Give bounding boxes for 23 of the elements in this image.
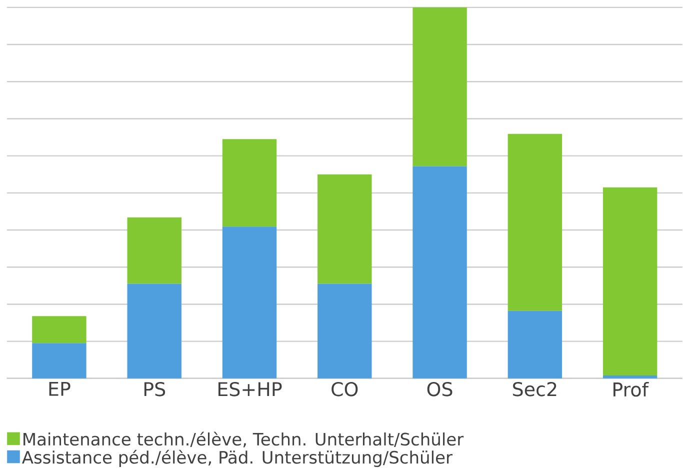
bar [32,316,86,344]
x-tick-label: ES+HP [218,382,282,396]
bar [222,139,277,227]
bar [412,166,467,378]
bar [508,134,562,311]
bar [32,343,86,378]
bar [602,375,658,378]
bar [318,284,372,378]
bar [602,187,658,376]
x-tick-label: Prof [614,382,649,397]
bar [508,310,562,378]
x-tick-label: CO [332,382,358,396]
legend-label: Maintenance techn./élève, Techn. Unterhalt/Schüler [24,432,464,448]
bar [222,226,277,378]
bar [127,284,182,378]
bar [412,7,467,166]
bar [127,217,182,284]
legend-label: Assistance péd./élève, Päd. Unterstützung/Schüler [22,450,452,468]
x-tick-label: EP [49,382,70,396]
x-tick-label: OS [427,382,452,396]
x-tick-label: PS [144,382,166,396]
x-tick-label: Sec2 [513,382,556,396]
bar [318,174,372,284]
